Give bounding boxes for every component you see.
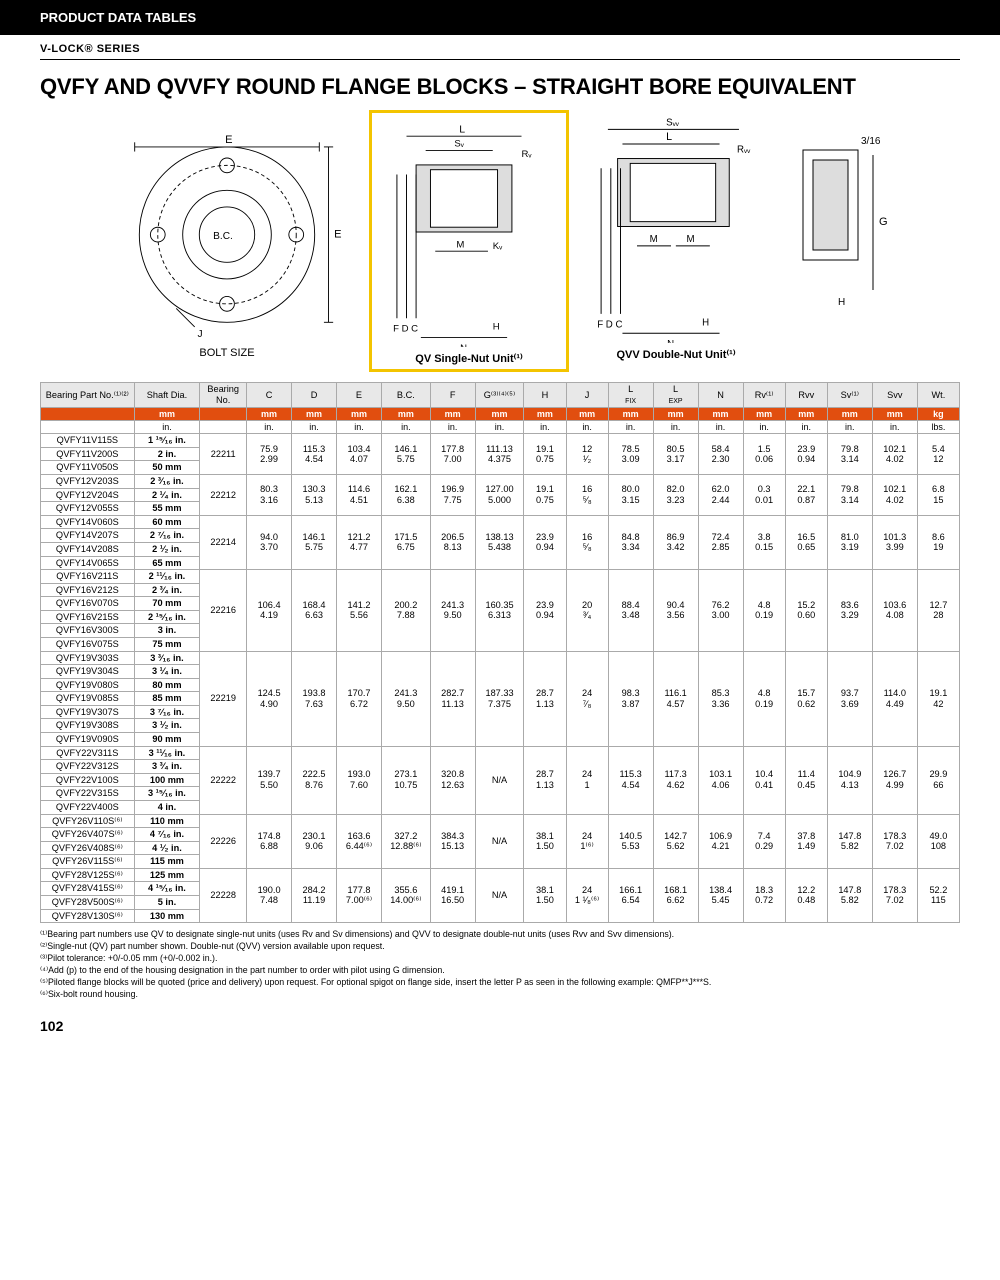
diagram-qvv-double: Sᵥᵥ L Rᵥᵥ F D C M M N H QVV Double-Nut Un… <box>581 110 771 372</box>
col-header: H <box>524 383 566 408</box>
svg-text:Kᵥ: Kᵥ <box>493 241 503 252</box>
col-header: Bearing No. <box>200 383 247 408</box>
page-number: 102 <box>40 1018 960 1034</box>
svg-text:L: L <box>459 123 465 135</box>
svg-text:N: N <box>667 339 674 343</box>
data-table: Bearing Part No.⁽¹⁾⁽²⁾Shaft Dia.Bearing … <box>40 382 960 923</box>
col-header: Bearing Part No.⁽¹⁾⁽²⁾ <box>41 383 135 408</box>
svg-text:M: M <box>456 239 464 250</box>
svg-text:B.C.: B.C. <box>213 231 233 242</box>
svg-text:N: N <box>460 343 467 347</box>
table-row: QVFY19V303S3 ³⁄₁₆ in.22219124.54.90193.8… <box>41 651 960 665</box>
qvv-caption: QVV Double-Nut Unit⁽¹⁾ <box>581 348 771 361</box>
table-head: Bearing Part No.⁽¹⁾⁽²⁾Shaft Dia.Bearing … <box>41 383 960 408</box>
footnotes: ⁽¹⁾Bearing part numbers use QV to design… <box>40 929 960 1000</box>
col-header: F <box>430 383 475 408</box>
svg-text:F D C: F D C <box>393 324 418 335</box>
diagram-side: 3/16 G H <box>783 130 903 313</box>
footnote: ⁽²⁾Single-nut (QV) part number shown. Do… <box>40 941 960 953</box>
col-header: Rv⁽¹⁾ <box>743 383 785 408</box>
svg-text:H: H <box>702 318 709 329</box>
col-header: N <box>698 383 743 408</box>
svg-text:Rᵥᵥ: Rᵥᵥ <box>737 145 751 156</box>
footnote: ⁽⁵⁾Piloted flange blocks will be quoted … <box>40 977 960 989</box>
svg-text:H: H <box>493 322 500 333</box>
col-header: B.C. <box>381 383 430 408</box>
col-header: G⁽³⁾⁽⁴⁾⁽⁵⁾ <box>475 383 524 408</box>
table-row: QVFY12V203S2 ³⁄₁₆ in.2221280.33.16130.35… <box>41 475 960 489</box>
col-header: Wt. <box>917 383 959 408</box>
col-header: C <box>247 383 292 408</box>
col-header: L FIX <box>608 383 653 408</box>
diagram-front-view: E E B.C. J BOLT SIZE <box>97 110 357 372</box>
svg-text:3/16: 3/16 <box>861 136 881 147</box>
svg-text:M: M <box>687 234 695 245</box>
svg-text:L: L <box>666 131 672 143</box>
diagram-row: E E B.C. J BOLT SIZE L Sᵥ Rᵥ <box>40 110 960 372</box>
svg-text:H: H <box>838 297 845 308</box>
divider <box>40 59 960 60</box>
table-row: QVFY26V110S⁽⁶⁾110 mm22226174.86.88230.19… <box>41 814 960 828</box>
svg-text:Sᵥ: Sᵥ <box>454 139 464 150</box>
col-header: Rvv <box>785 383 827 408</box>
svg-text:G: G <box>879 216 888 228</box>
table-row: QVFY22V311S3 ¹¹⁄₁₆ in.22222139.75.50222.… <box>41 746 960 760</box>
diagram-qv-single: L Sᵥ Rᵥ F D C M Kᵥ N H QV Single-Nut Uni… <box>369 110 569 372</box>
table-row: QVFY28V125S⁽⁶⁾125 mm22228190.07.48284.21… <box>41 868 960 882</box>
svg-text:E: E <box>225 134 232 146</box>
series-label: V-LOCK® SERIES <box>40 43 960 55</box>
svg-text:Sᵥᵥ: Sᵥᵥ <box>666 118 680 129</box>
col-header: L EXP <box>653 383 698 408</box>
page-title: QVFY AND QVVFY ROUND FLANGE BLOCKS – STR… <box>40 74 960 100</box>
section-header: PRODUCT DATA TABLES <box>0 0 1000 35</box>
col-header: E <box>337 383 382 408</box>
qv-caption: QV Single-Nut Unit⁽¹⁾ <box>374 352 564 365</box>
col-header: Shaft Dia. <box>134 383 200 408</box>
table-row: QVFY11V115S1 ¹⁵⁄₁₆ in.2221175.92.99115.3… <box>41 434 960 448</box>
col-header: Svv <box>872 383 917 408</box>
table-row: QVFY16V211S2 ¹¹⁄₁₆ in.22216106.44.19168.… <box>41 570 960 584</box>
footnote: ⁽³⁾Pilot tolerance: +0/-0.05 mm (+0/-0.0… <box>40 953 960 965</box>
footnote: ⁽¹⁾Bearing part numbers use QV to design… <box>40 929 960 941</box>
svg-text:J: J <box>197 329 202 340</box>
svg-text:Rᵥ: Rᵥ <box>522 149 533 160</box>
col-header: D <box>292 383 337 408</box>
svg-text:M: M <box>650 234 658 245</box>
table-row: QVFY14V060S60 mm2221494.03.70146.15.7512… <box>41 515 960 529</box>
svg-text:F D C: F D C <box>597 319 622 330</box>
footnote: ⁽⁶⁾Six-bolt round housing. <box>40 989 960 1001</box>
col-header: J <box>566 383 608 408</box>
col-header: Sv⁽¹⁾ <box>827 383 872 408</box>
footnote: ⁽⁴⁾Add (p) to the end of the housing des… <box>40 965 960 977</box>
svg-text:E: E <box>334 228 341 240</box>
